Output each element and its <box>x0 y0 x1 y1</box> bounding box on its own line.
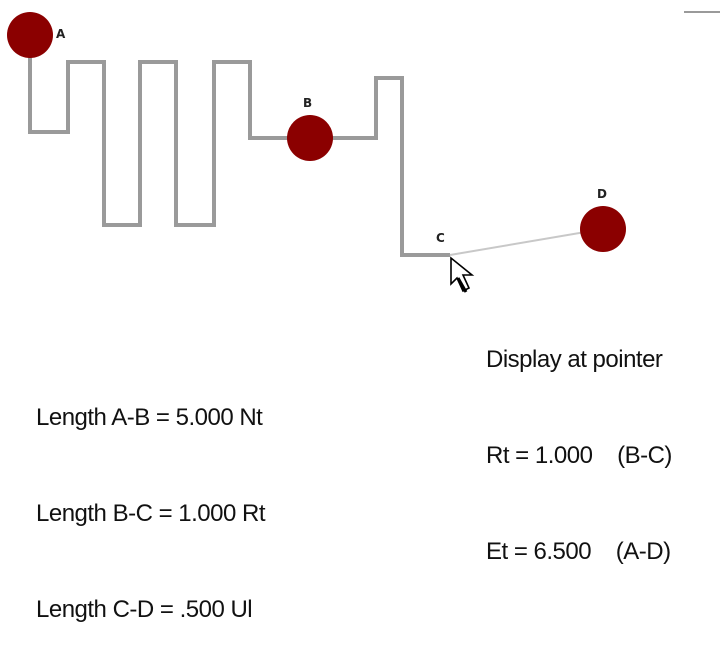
pointer-readout-title: Display at pointer <box>486 346 663 373</box>
length-b-c: Length B-C = 1.000 Rt <box>36 500 265 527</box>
point-label-a: A <box>56 27 66 41</box>
pointer-line-c-d <box>449 228 604 256</box>
pointer-readout: Display at pointer Rt = 1.000 (B-C) Et =… <box>486 280 672 600</box>
node-a[interactable] <box>7 12 53 58</box>
point-label-b: B <box>303 96 312 110</box>
point-label-d: D <box>597 187 607 201</box>
length-c-d: Length C-D = .500 Ul <box>36 596 253 623</box>
mouse-pointer-icon <box>450 256 475 293</box>
node-b[interactable] <box>287 115 333 161</box>
length-a-b: Length A-B = 5.000 Nt <box>36 404 263 431</box>
length-list: Length A-B = 5.000 Nt Length B-C = 1.000… <box>36 338 265 658</box>
rt-readout: Rt = 1.000 (B-C) <box>486 442 672 469</box>
trace-diagram: A B C D <box>7 11 720 293</box>
et-readout: Et = 6.500 (A-D) <box>486 538 671 565</box>
point-label-c: C <box>436 231 445 245</box>
node-d[interactable] <box>580 206 626 252</box>
wire-trace <box>28 35 450 257</box>
